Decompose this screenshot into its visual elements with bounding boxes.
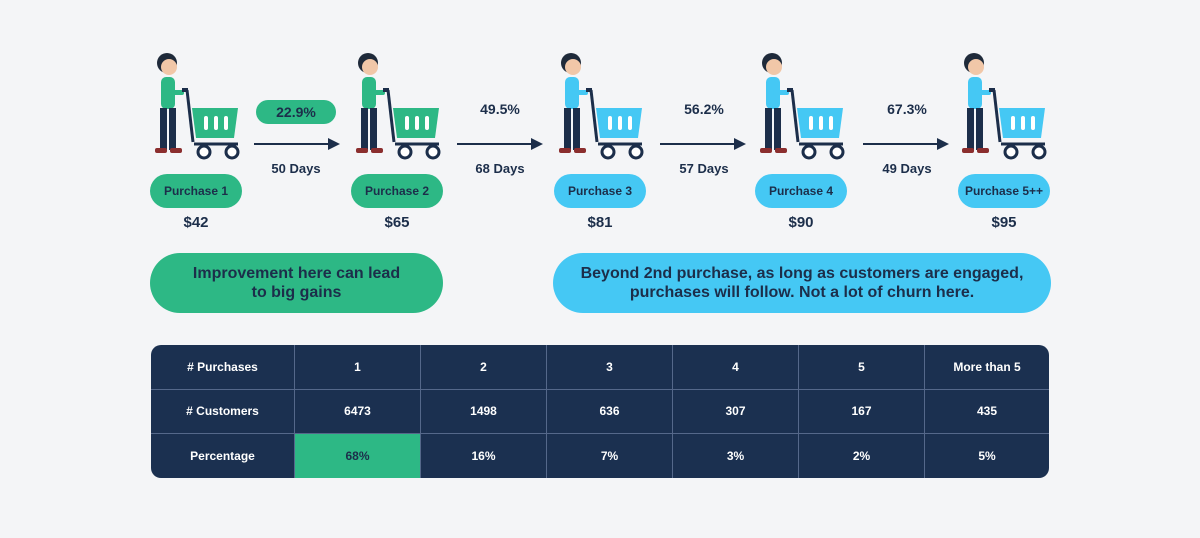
table-cell: 307 [673, 389, 799, 435]
right-arrow-icon [660, 138, 746, 150]
table-row-purchases: # Purchases 1 2 3 4 5 More than 5 [151, 345, 1049, 390]
table-cell: 3 [547, 345, 673, 390]
days-between-purchases: 68 Days [475, 161, 525, 176]
conversion-rate: 49.5% [480, 101, 520, 117]
shopper-cart-icon [962, 53, 1047, 160]
callout-improvement: Improvement here can lead to big gains [150, 253, 443, 313]
callout-engagement: Beyond 2nd purchase, as long as customer… [553, 253, 1051, 313]
right-arrow-icon [254, 138, 340, 150]
table-cell: 636 [547, 389, 673, 435]
stage-price: $65 [384, 214, 410, 231]
table-cell: 435 [925, 390, 1049, 435]
table-cell: More than 5 [925, 345, 1049, 390]
stage-pill-purchase-4: Purchase 4 [755, 174, 847, 208]
stage-pill-purchase-5: Purchase 5++ [958, 174, 1050, 208]
table-cell: 3% [673, 434, 799, 478]
table-cell: 5 [799, 345, 925, 390]
stage-price: $95 [991, 214, 1017, 231]
shopper-cart-icon [155, 53, 240, 160]
shopper-cart-icon [559, 53, 644, 160]
callout-line: purchases will follow. Not a lot of chur… [629, 284, 975, 301]
stage-price: $90 [788, 214, 814, 231]
table-cell: 167 [799, 389, 925, 435]
shopper-cart-icon [760, 53, 845, 160]
shopper-cart-icon [356, 53, 441, 160]
conversion-rate: 56.2% [684, 101, 724, 117]
right-arrow-icon [863, 138, 949, 150]
table-cell: 4 [673, 345, 799, 390]
row-header: Percentage [151, 434, 295, 478]
table-row-customers: # Customers 6473 1498 636 307 167 435 [151, 389, 1049, 435]
callout-line: to big gains [251, 284, 342, 301]
row-header: # Purchases [151, 345, 295, 390]
conversion-rate-badge: 22.9% [256, 100, 336, 124]
conversion-rate: 67.3% [887, 101, 927, 117]
table-cell: 2% [799, 434, 925, 478]
stage-price: $81 [587, 214, 613, 231]
table-cell: 1 [295, 345, 421, 390]
stage-pill-purchase-3: Purchase 3 [554, 174, 646, 208]
stage-pill-purchase-1: Purchase 1 [150, 174, 242, 208]
table-cell: 6473 [295, 389, 421, 435]
stage-pill-purchase-2: Purchase 2 [351, 174, 443, 208]
table-cell: 1498 [421, 389, 547, 435]
table-cell: 7% [547, 434, 673, 478]
table-cell: 2 [421, 345, 547, 390]
purchase-stats-table: # Purchases 1 2 3 4 5 More than 5 # Cust… [151, 345, 1049, 478]
days-between-purchases: 57 Days [679, 161, 729, 176]
table-row-percentage: Percentage 68% 16% 7% 3% 2% 5% [151, 434, 1049, 478]
table-cell: 16% [421, 434, 547, 478]
right-arrow-icon [457, 138, 543, 150]
days-between-purchases: 49 Days [882, 161, 932, 176]
table-cell: 5% [978, 449, 996, 464]
highlighted-cell: 68% [295, 434, 421, 478]
stage-price: $42 [183, 214, 209, 231]
callout-line: Improvement here can lead [192, 265, 401, 282]
row-header: # Customers [151, 389, 295, 435]
callout-line: Beyond 2nd purchase, as long as customer… [580, 265, 1024, 282]
days-between-purchases: 50 Days [271, 161, 321, 176]
